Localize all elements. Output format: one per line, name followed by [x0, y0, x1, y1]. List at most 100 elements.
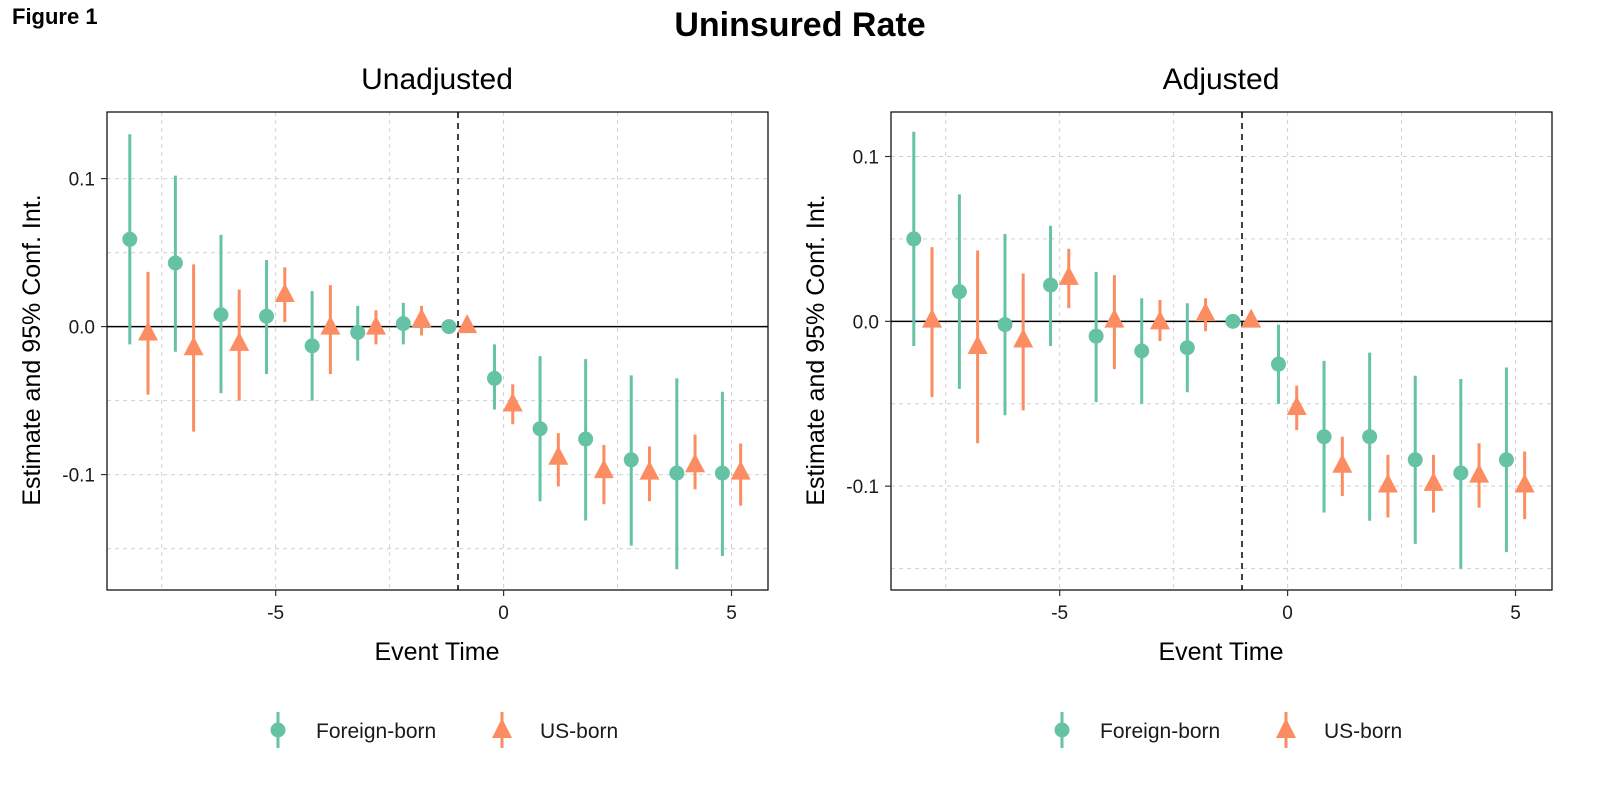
data-point: [1453, 465, 1469, 481]
series-us-born: [922, 247, 1535, 520]
x-tick-label: 0: [1282, 603, 1293, 624]
data-point: [906, 231, 922, 247]
legend-label-us-born: US-born: [540, 720, 618, 743]
legend-key-foreign-born: [270, 712, 286, 748]
data-point: [730, 460, 751, 480]
y-tick-label: -0.1: [846, 477, 879, 498]
data-point: [1058, 265, 1079, 285]
data-point: [1407, 452, 1423, 468]
data-point: [1043, 277, 1059, 293]
data-point: [997, 317, 1013, 333]
data-point: [623, 452, 639, 468]
x-axis-title: Event Time: [374, 638, 499, 666]
data-point: [502, 392, 523, 412]
panel-title: Unadjusted: [361, 63, 513, 96]
panel-adjusted: Adjusted -5 0 5 0.1 0.0 -0.1 Event Time Estim…: [802, 63, 1553, 748]
data-point: [259, 308, 275, 324]
legend-key-foreign-born: [1054, 712, 1070, 748]
data-point: [967, 335, 988, 355]
data-point: [395, 316, 411, 332]
y-tick-label: 0.0: [853, 312, 879, 333]
data-point: [320, 315, 341, 335]
legend: Foreign-born US-born: [270, 712, 618, 748]
data-point: [122, 231, 138, 247]
grid: [891, 112, 1552, 590]
data-point: [1179, 340, 1195, 356]
legend-key-us-born: [1276, 712, 1296, 748]
y-tick-label: 0.1: [69, 170, 95, 191]
data-point: [578, 431, 594, 447]
data-point: [457, 314, 478, 334]
data-point: [714, 465, 730, 481]
plot-area: -5 0 5 0.1 0.0 -0.1: [846, 111, 1553, 624]
data-point: [1514, 473, 1535, 493]
data-point: [1469, 463, 1490, 483]
series-foreign-born: [906, 131, 1514, 569]
data-point: [441, 319, 457, 335]
plot-area: -5 0 5 0.1 0.0 -0.1: [62, 111, 769, 624]
plot-frame: [890, 111, 1553, 591]
data-point: [1270, 356, 1286, 372]
main-title: Uninsured Rate: [674, 6, 925, 44]
figure-label: Figure 1: [12, 4, 98, 29]
data-point: [1104, 308, 1125, 328]
axes: -5 0 5 0.1 0.0 -0.1: [846, 148, 1521, 624]
y-axis-title: Estimate and 95% Conf. Int.: [802, 194, 830, 505]
data-point: [1498, 452, 1514, 468]
x-tick-label: -5: [1051, 603, 1068, 624]
data-point: [411, 308, 432, 328]
data-point: [951, 284, 967, 300]
y-tick-label: 0.1: [853, 148, 879, 169]
data-point: [486, 370, 502, 386]
data-point: [1377, 473, 1398, 493]
data-point: [274, 283, 295, 303]
axes: -5 0 5 0.1 0.0 -0.1: [62, 170, 737, 624]
data-point: [229, 331, 250, 351]
y-axis-title: Estimate and 95% Conf. Int.: [18, 194, 46, 505]
data-point: [1013, 328, 1034, 348]
legend-label-foreign-born: Foreign-born: [316, 720, 436, 743]
data-point: [1241, 308, 1262, 328]
legend-label-foreign-born: Foreign-born: [1100, 720, 1220, 743]
data-point: [304, 338, 320, 354]
series-us-born: [138, 264, 751, 506]
data-point: [183, 336, 204, 356]
plot-frame: [106, 111, 769, 591]
data-point: [350, 325, 366, 341]
data-point: [639, 460, 660, 480]
data-point: [213, 307, 229, 323]
data-point: [532, 421, 548, 437]
data-point: [1286, 396, 1307, 416]
data-point: [669, 465, 685, 481]
data-point: [1134, 343, 1150, 359]
data-point: [1088, 328, 1104, 344]
x-axis-title: Event Time: [1158, 638, 1283, 666]
series-foreign-born: [122, 134, 730, 570]
x-tick-label: -5: [267, 603, 284, 624]
data-point: [1225, 313, 1241, 329]
panel-unadjusted: Unadjusted -5 0 5 0.1 0.0 -0.1 Event Time Est…: [18, 63, 769, 748]
data-point: [1316, 429, 1332, 445]
data-point: [1423, 471, 1444, 491]
data-point: [593, 459, 614, 479]
data-point: [1332, 453, 1353, 473]
legend: Foreign-born US-born: [1054, 712, 1402, 748]
y-tick-label: -0.1: [62, 466, 95, 487]
legend-label-us-born: US-born: [1324, 720, 1402, 743]
data-point: [1195, 302, 1216, 322]
data-point: [548, 445, 569, 465]
panel-title: Adjusted: [1163, 63, 1280, 96]
data-point: [685, 453, 706, 473]
x-tick-label: 5: [726, 603, 737, 624]
data-point: [1362, 429, 1378, 445]
data-point: [138, 321, 159, 341]
legend-key-us-born: [492, 712, 512, 748]
y-tick-label: 0.0: [69, 318, 95, 339]
data-point: [365, 315, 386, 335]
x-tick-label: 5: [1510, 603, 1521, 624]
grid: [107, 112, 768, 590]
x-tick-label: 0: [498, 603, 509, 624]
data-point: [167, 255, 183, 271]
data-point: [1149, 310, 1170, 330]
